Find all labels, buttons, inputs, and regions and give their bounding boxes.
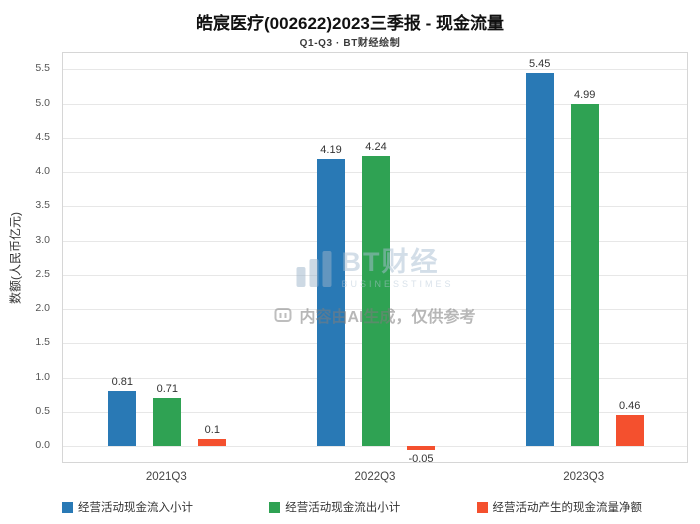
- legend: 经营活动现金流入小计 经营活动现金流出小计 经营活动产生的现金流量净额: [62, 499, 642, 515]
- bar-value-label: -0.05: [408, 452, 434, 465]
- gridline: [63, 103, 687, 105]
- bar: [153, 397, 182, 447]
- y-tick-label: 3.0: [35, 233, 50, 246]
- legend-item: 经营活动现金流入小计: [62, 499, 193, 515]
- bt-logo-icon: [296, 251, 332, 287]
- bar: [525, 72, 554, 447]
- y-tick-label: 1.5: [35, 336, 50, 349]
- bar: [407, 446, 435, 450]
- bar: [615, 414, 644, 447]
- watermark-disclaimer: 内容由AI生成，仅供参考: [274, 303, 476, 327]
- bar-value-label: 0.81: [111, 375, 133, 388]
- legend-swatch: [62, 501, 73, 513]
- legend-swatch: [476, 501, 488, 513]
- watermark-brand: BT财经: [341, 247, 440, 277]
- bar: [108, 390, 137, 447]
- plot-area: BT财经 BUSINESSTIMES 内容由AI生成，仅供参考 0.81 0.71…: [62, 52, 688, 465]
- y-tick-label: 0.5: [35, 404, 50, 417]
- gridline: [63, 446, 687, 448]
- legend-label: 经营活动产生的现金流量净额: [492, 502, 643, 514]
- bar-value-label: 0.46: [618, 399, 641, 412]
- bar-value-label: 5.45: [528, 57, 551, 70]
- y-tick-label: 0.0: [35, 439, 50, 452]
- bar: [570, 104, 599, 447]
- watermark-logo: BT财经 BUSINESSTIMES: [296, 249, 453, 289]
- gridline: [63, 137, 687, 139]
- watermark-disclaimer-text: 内容由AI生成，仅供参考: [299, 309, 476, 326]
- legend-swatch: [269, 501, 281, 513]
- watermark-brand-block: BT财经 BUSINESSTIMES: [341, 247, 454, 290]
- x-axis-category-label: 2021Q3: [145, 471, 187, 483]
- bar-value-label: 4.19: [320, 144, 342, 157]
- y-tick-label: 4.0: [35, 165, 50, 178]
- bar-value-label: 4.99: [573, 89, 596, 102]
- legend-item: 经营活动现金流出小计: [269, 499, 400, 515]
- bar: [317, 159, 345, 447]
- chart-title: 皓宸医疗(002622)2023三季报 - 现金流量: [196, 14, 504, 33]
- legend-label: 经营活动现金流入小计: [78, 502, 193, 514]
- bar-value-label: 0.1: [204, 424, 220, 437]
- bar: [362, 155, 390, 447]
- x-axis-category-label: 2022Q3: [354, 471, 396, 483]
- x-axis-category-label: 2023Q3: [563, 471, 605, 483]
- y-tick-label: 1.0: [35, 370, 50, 383]
- y-tick-label: 5.0: [35, 96, 50, 109]
- y-axis-ticks: 0.0 0.5 1.0 1.5 2.0 2.5 3.0 3.5 4.0 4.5 5.0 5.5: [0, 52, 56, 463]
- gridline: [63, 69, 687, 71]
- y-tick-label: 2.5: [35, 267, 50, 280]
- y-tick-label: 5.5: [35, 62, 50, 75]
- bar-value-label: 0.71: [156, 382, 178, 395]
- legend-item: 经营活动产生的现金流量净额: [476, 499, 643, 515]
- ai-icon: [274, 308, 292, 322]
- chart-subtitle: Q1-Q3 · BT财经绘制: [299, 38, 401, 49]
- bar: [198, 439, 227, 447]
- y-tick-label: 2.0: [35, 302, 50, 315]
- legend-label: 经营活动现金流出小计: [285, 502, 401, 514]
- bar-value-label: 4.24: [365, 140, 387, 153]
- y-tick-label: 4.5: [35, 130, 50, 143]
- watermark-brand-sub: BUSINESSTIMES: [341, 279, 454, 289]
- y-tick-label: 3.5: [35, 199, 50, 212]
